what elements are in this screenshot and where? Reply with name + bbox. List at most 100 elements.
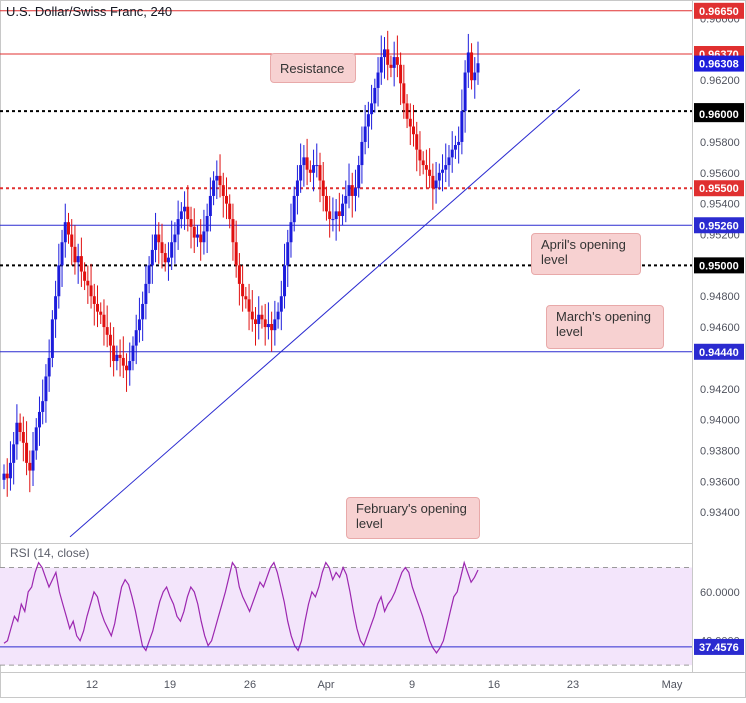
level-label-bg [694,343,744,360]
level-label: 0.96308 [699,59,739,71]
candle-body [299,165,303,181]
candle-body [125,365,129,371]
candle-body [47,357,51,377]
candle-body [170,242,174,258]
candle-body [183,206,187,212]
rsi-level-label: 37.4576 [699,642,739,654]
candle-body [344,195,348,204]
rsi-title: RSI (14, close) [10,546,90,560]
candle-body [163,253,167,263]
candle-body [70,234,74,247]
candle-body [218,175,222,186]
candle-body [160,242,164,254]
candle-body [350,185,354,196]
rsi-band [0,567,692,666]
level-label-bg [694,217,744,234]
resistance-callout: Resistance [270,53,356,83]
candle-body [363,126,367,142]
candle-body [241,283,245,297]
candle-body [86,280,90,286]
candle-body [44,376,48,402]
candle-body [382,49,386,58]
candle-body [334,211,338,220]
candle-body [83,271,87,281]
level-label: 0.96000 [699,109,739,121]
candle-body [399,64,403,84]
candle-body [389,64,393,68]
candle-body [234,242,238,266]
candle-body [324,195,328,212]
candle-body [224,195,228,204]
candle-body [189,219,193,227]
candle-body [366,114,370,127]
candle-body [228,203,232,220]
candle-body [128,361,132,371]
candle-body [12,444,16,463]
candle-body [450,149,454,158]
candle-body [79,256,83,272]
candle-body [102,314,106,328]
candle-body [266,324,270,328]
candle-body [460,111,464,142]
candle-body [421,160,425,166]
february-callout: February's opening level [346,497,480,539]
candle-body [292,195,296,223]
candle-body [341,203,345,216]
candle-body [321,180,325,196]
candle-body [118,354,122,358]
april-callout: April's opening level [531,233,641,275]
candle-body [144,283,148,304]
candle-body [50,319,54,358]
candle-body [41,401,45,412]
candle-body [112,345,116,362]
candle-body [254,319,258,324]
candle-body [137,319,141,331]
candle-body [131,345,135,362]
candle-body [244,296,248,300]
candle-body [154,234,158,250]
candle-body [289,222,293,243]
candle-body [28,462,32,471]
level-label: 0.95260 [699,220,739,232]
level-label-bg [694,180,744,197]
candle-body [37,411,41,428]
candle-body [431,175,435,189]
candle-body [157,234,161,243]
candle-body [96,303,100,312]
candle-body [173,234,177,243]
candle-body [444,165,448,170]
level-label-bg [694,55,744,72]
candle-body [453,145,457,150]
candle-body [2,473,6,480]
candle-body [331,219,335,221]
candle-body [202,231,206,243]
candle-body [386,49,390,65]
level-label: 0.94440 [699,347,739,359]
level-label-bg [694,106,744,123]
time-tick-label: 26 [244,679,256,691]
candle-body [447,157,451,166]
price-tick-label: 0.94000 [700,415,740,427]
candle-body [66,222,70,235]
candle-body [176,219,180,235]
candle-body [205,216,209,232]
candle-body [441,169,445,173]
candle-body [105,327,109,335]
time-tick-label: 23 [567,679,579,691]
candle-body [141,303,145,320]
candle-body [428,169,432,176]
candle-body [108,334,112,346]
candle-body [92,296,96,304]
candle-body [250,311,254,320]
time-tick-label: 16 [488,679,500,691]
time-tick-label: 19 [164,679,176,691]
level-label: 0.95500 [699,183,739,195]
candle-body [73,246,77,263]
candle-body [89,285,93,297]
candle-body [99,311,103,315]
trendline [69,89,581,538]
level-label-bg [694,2,744,19]
price-tick-label: 0.95400 [700,199,740,211]
